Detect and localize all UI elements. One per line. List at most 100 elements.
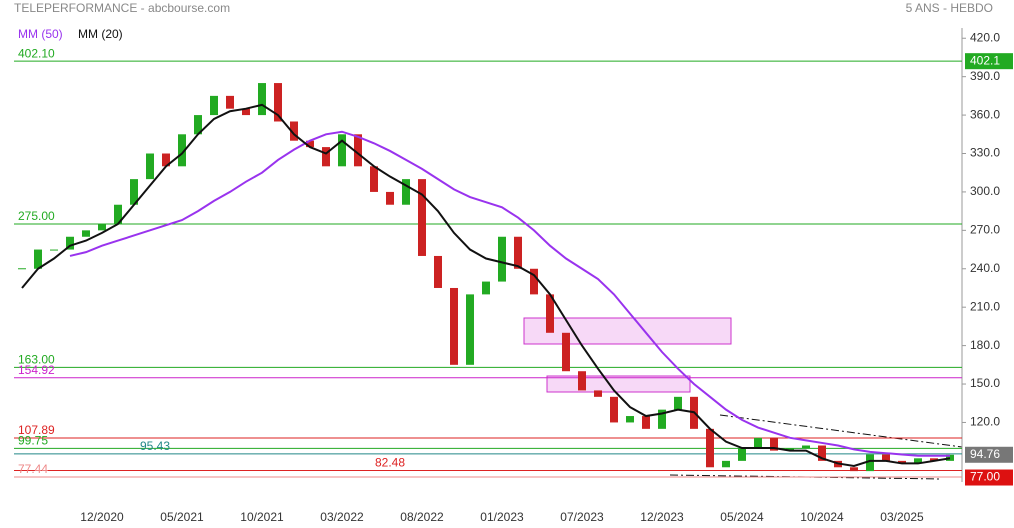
candle: [786, 448, 794, 451]
y-tick-label: 150.0: [970, 376, 1000, 390]
candle: [194, 115, 202, 135]
candle: [610, 396, 618, 423]
candle: [290, 121, 298, 141]
candle: [850, 467, 858, 472]
candle: [354, 134, 362, 167]
zone-box: [546, 375, 691, 393]
candle: [818, 445, 826, 461]
x-tick-label: 01/2023: [480, 510, 524, 524]
y-tick-label: 210.0: [970, 299, 1000, 313]
chart-subtitle: 5 ANS - HEBDO: [906, 1, 993, 15]
y-tick-label: 120.0: [970, 415, 1000, 429]
candle: [322, 147, 330, 167]
price-tag-label: 94.76: [970, 447, 1000, 461]
x-tick-label: 05/2021: [160, 510, 204, 524]
y-tick-label: 390.0: [970, 69, 1000, 83]
level-label: 275.00: [18, 209, 55, 223]
x-tick-label: 07/2023: [560, 510, 604, 524]
legend-entry: MM (20): [78, 27, 123, 41]
candle: [562, 332, 570, 372]
level-label: 163.00: [18, 353, 55, 367]
candle: [258, 83, 266, 116]
candle: [530, 268, 538, 295]
candle: [738, 448, 746, 461]
candle: [66, 236, 74, 250]
x-tick-label: 12/2023: [640, 510, 684, 524]
candle: [642, 416, 650, 429]
candle: [242, 108, 250, 116]
x-tick-label: 12/2020: [80, 510, 124, 524]
candle: [594, 390, 602, 397]
candle: [146, 153, 154, 180]
price-tag: [965, 469, 1013, 486]
level-label: 95.43: [140, 439, 170, 453]
x-tick-label: 03/2025: [880, 510, 924, 524]
candle: [754, 437, 762, 449]
candle: [514, 236, 522, 269]
candle: [386, 191, 394, 205]
candle: [226, 95, 234, 109]
candle: [770, 437, 778, 451]
candle: [722, 460, 730, 468]
candle: [306, 140, 314, 148]
ma-line: [69, 130, 950, 457]
level-label: 107.89: [18, 423, 55, 437]
level-label: 82.48: [375, 456, 405, 470]
candle: [210, 95, 218, 116]
candle: [578, 371, 586, 391]
price-tag: [965, 53, 1013, 70]
candle: [546, 294, 554, 333]
candle: [178, 134, 186, 167]
candle: [914, 458, 922, 464]
trend-line: [719, 414, 963, 448]
chart-title: TELEPERFORMANCE - abcbourse.com: [14, 1, 230, 15]
candle: [802, 445, 810, 449]
candle: [418, 179, 426, 256]
price-tag-label: 77.00: [970, 470, 1000, 484]
candle: [626, 416, 634, 423]
y-tick-label: 240.0: [970, 261, 1000, 275]
x-tick-label: 05/2024: [720, 510, 764, 524]
x-tick-label: 08/2022: [400, 510, 444, 524]
candle: [882, 454, 890, 461]
ma-line: [21, 103, 951, 468]
candle: [674, 396, 682, 410]
candle: [450, 287, 458, 365]
price-tag: [965, 446, 1013, 463]
level-label: 154.92: [18, 363, 55, 377]
candle: [946, 454, 954, 461]
candle: [274, 83, 282, 122]
candle: [370, 166, 378, 192]
legend-entry: MM (50): [18, 27, 63, 41]
candle: [50, 249, 58, 251]
level-label: 99.75: [18, 434, 48, 448]
level-label: 77.44: [18, 462, 48, 476]
candle: [82, 230, 90, 237]
zone-box: [523, 317, 732, 345]
y-tick-label: 360.0: [970, 107, 1000, 121]
candle: [706, 428, 714, 468]
y-tick-label: 330.0: [970, 146, 1000, 160]
x-tick-label: 10/2024: [800, 510, 844, 524]
y-tick-label: 420.0: [970, 30, 1000, 44]
y-tick-label: 270.0: [970, 223, 1000, 237]
x-tick-label: 10/2021: [240, 510, 284, 524]
candle: [34, 249, 42, 269]
candle: [866, 454, 874, 472]
y-tick-label: 180.0: [970, 338, 1000, 352]
candle: [98, 223, 106, 231]
candle: [434, 255, 442, 288]
level-label: 402.10: [18, 46, 55, 60]
candle: [658, 409, 666, 429]
candle: [114, 204, 122, 224]
price-tag-label: 402.1: [970, 53, 1000, 67]
y-tick-label: 300.0: [970, 184, 1000, 198]
candle: [338, 134, 346, 167]
candle: [498, 236, 506, 282]
candle: [466, 294, 474, 365]
candle: [930, 458, 938, 461]
x-tick-label: 03/2022: [320, 510, 364, 524]
candle: [162, 153, 170, 167]
